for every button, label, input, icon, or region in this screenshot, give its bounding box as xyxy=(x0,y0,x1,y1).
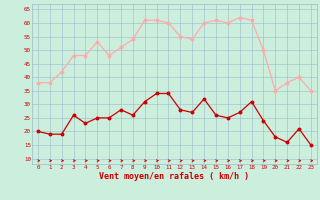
X-axis label: Vent moyen/en rafales ( km/h ): Vent moyen/en rafales ( km/h ) xyxy=(100,172,249,181)
